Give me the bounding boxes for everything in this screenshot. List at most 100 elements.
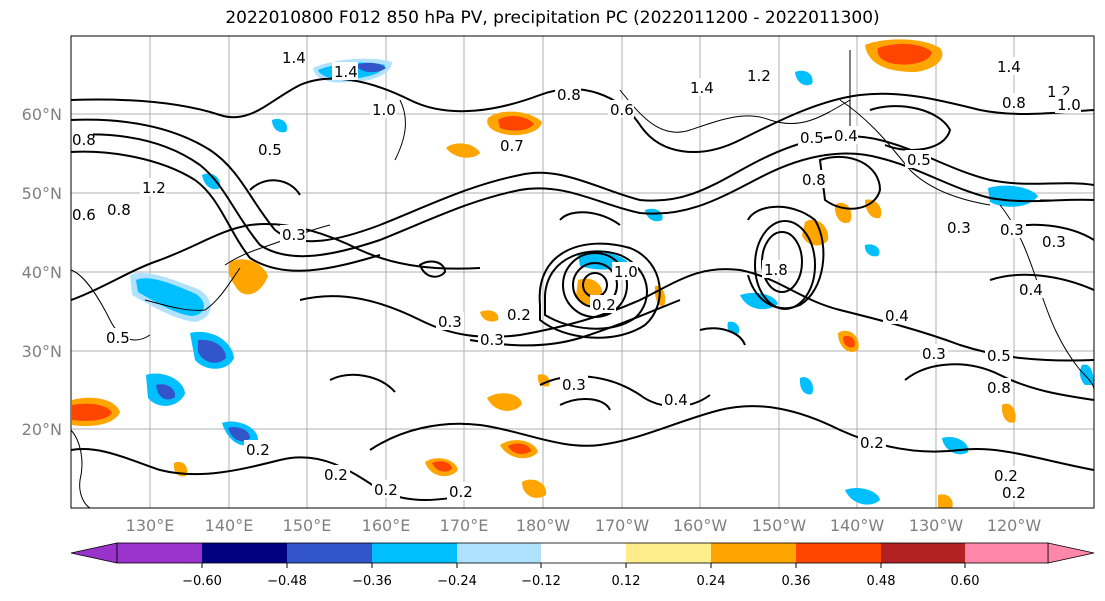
lat-label: 50°N [22, 184, 62, 203]
colorbar-tick-label: 0.24 [697, 574, 726, 589]
map-title: 2022010800 F012 850 hPa PV, precipitatio… [225, 8, 880, 28]
colorbar-segment [796, 543, 881, 563]
contour-label: 0.8 [72, 131, 96, 149]
contour-label: 1.4 [282, 49, 306, 67]
contour-label: 0.8 [802, 171, 826, 189]
colorbar-segment [541, 543, 626, 563]
precip-blob [645, 208, 663, 222]
precip-blob [537, 374, 550, 387]
lat-label: 60°N [22, 105, 62, 124]
lat-label: 20°N [22, 420, 62, 439]
colorbar-segment [202, 543, 287, 563]
contour-label: 0.3 [480, 331, 504, 349]
contour-label: 0.2 [246, 441, 270, 459]
precip-blob [272, 118, 288, 133]
colorbar-tick-label: 0.12 [612, 574, 641, 589]
contour-labels: 1.4 1.4 1.0 0.5 1.2 0.8 0.6 0.8 0.3 0.7 … [71, 48, 1081, 502]
lon-label: 130°W [909, 516, 964, 535]
contour-label: 0.5 [907, 151, 931, 169]
precip-blob [72, 403, 112, 421]
contour-label: 0.8 [107, 201, 131, 219]
precip-blob [877, 43, 932, 65]
colorbar-tick-label: −0.24 [437, 574, 477, 589]
colorbar-tick-label: −0.36 [352, 574, 392, 589]
precip-blob [355, 62, 386, 73]
contour-label: 0.5 [800, 129, 824, 147]
precip-blob [843, 335, 855, 348]
contour-label: 1.4 [997, 58, 1021, 76]
colorbar-segment [372, 543, 457, 563]
precip-blob [845, 488, 880, 505]
contour-label: 1.4 [690, 79, 714, 97]
contour-label: 1.2 [142, 179, 166, 197]
precip-blob [1001, 403, 1016, 423]
precip-blob [228, 259, 268, 295]
contour-label: 0.4 [664, 391, 688, 409]
contour-label: 0.2 [374, 481, 398, 499]
precip-blob [938, 494, 953, 508]
colorbar-segment [287, 543, 372, 563]
colorbar-segment [457, 543, 541, 563]
lon-label: 150°E [283, 516, 332, 535]
lon-label: 150°W [752, 516, 807, 535]
precip-blob [508, 443, 531, 454]
contour-label: 0.8 [987, 379, 1011, 397]
precip-blob [522, 479, 547, 498]
contour-label: 0.5 [106, 329, 130, 347]
contour-label: 0.2 [860, 434, 884, 452]
contour-label: 0.2 [449, 483, 473, 501]
lon-label: 170°W [595, 516, 650, 535]
contour-label: 0.3 [562, 376, 586, 394]
contour-label: 0.6 [72, 206, 96, 224]
contour-label: 0.2 [1002, 484, 1026, 502]
colorbar-tick-label: 0.60 [951, 574, 980, 589]
precip-blob [432, 461, 452, 472]
contour-label: 0.3 [438, 313, 462, 331]
precip-blob [795, 70, 813, 86]
precip-blob [136, 278, 204, 316]
contour-label: 0.3 [1042, 233, 1066, 251]
lon-label: 140°E [205, 516, 254, 535]
colorbar-tick-label: −0.60 [182, 574, 222, 589]
lon-label: 160°W [673, 516, 728, 535]
colorbar-outline [116, 542, 1049, 564]
latitude-labels: 60°N 50°N 40°N 30°N 20°N [22, 105, 62, 439]
precip-anomaly-fills [72, 39, 1094, 508]
colorbar-segment [881, 543, 965, 563]
lon-label: 170°E [440, 516, 489, 535]
precip-blob [799, 377, 814, 395]
contour-label: 0.3 [947, 219, 971, 237]
contour-label: 0.4 [834, 127, 858, 145]
contour-label: 0.5 [987, 347, 1011, 365]
precip-blob [446, 143, 480, 158]
contour-label: 0.2 [507, 306, 531, 324]
precip-blob [864, 244, 880, 257]
lat-label: 40°N [22, 263, 62, 282]
colorbar-tick-label: −0.48 [267, 574, 307, 589]
precip-blob [198, 339, 226, 363]
lon-label: 130°E [126, 516, 175, 535]
colorbar-tick-marks [201, 563, 966, 568]
colorbar: −0.60 −0.48 −0.36 −0.24 −0.12 0.12 0.24 … [70, 542, 1095, 589]
contour-label: 0.4 [885, 307, 909, 325]
colorbar-tick-label: −0.12 [521, 574, 561, 589]
colorbar-segment [711, 543, 796, 563]
contour-label: 0.3 [1000, 221, 1024, 239]
contour-label: 0.7 [500, 137, 524, 155]
contour-label: 0.8 [557, 86, 581, 104]
precip-blob [1079, 364, 1094, 385]
lon-label: 160°E [362, 516, 411, 535]
precip-blob [498, 116, 534, 131]
map-border [70, 35, 1095, 509]
contour-label: 0.5 [258, 141, 282, 159]
precip-blob [740, 292, 778, 310]
colorbar-extend-right [1047, 542, 1095, 564]
colorbar-tick-label: 0.48 [867, 574, 896, 589]
contour-label: 0.3 [922, 345, 946, 363]
contour-label: 1.8 [764, 261, 788, 279]
contour-label: 0.2 [994, 467, 1018, 485]
contour-label: 1.0 [614, 263, 638, 281]
contour-label: 1.2 [747, 67, 771, 85]
coastlines [70, 50, 1095, 509]
